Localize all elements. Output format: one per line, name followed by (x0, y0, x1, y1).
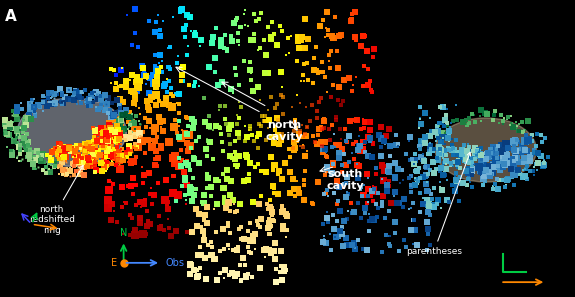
Text: E: E (110, 258, 117, 268)
Text: A: A (5, 9, 16, 24)
Text: south
cavity: south cavity (326, 169, 364, 191)
Ellipse shape (435, 118, 536, 182)
Text: north
cavity: north cavity (266, 120, 304, 142)
Text: N: N (120, 228, 127, 238)
Text: Obs: Obs (165, 258, 184, 268)
Text: parentheses: parentheses (406, 152, 470, 255)
Ellipse shape (17, 98, 126, 166)
Text: north
redshifted
ring: north redshifted ring (29, 165, 83, 235)
